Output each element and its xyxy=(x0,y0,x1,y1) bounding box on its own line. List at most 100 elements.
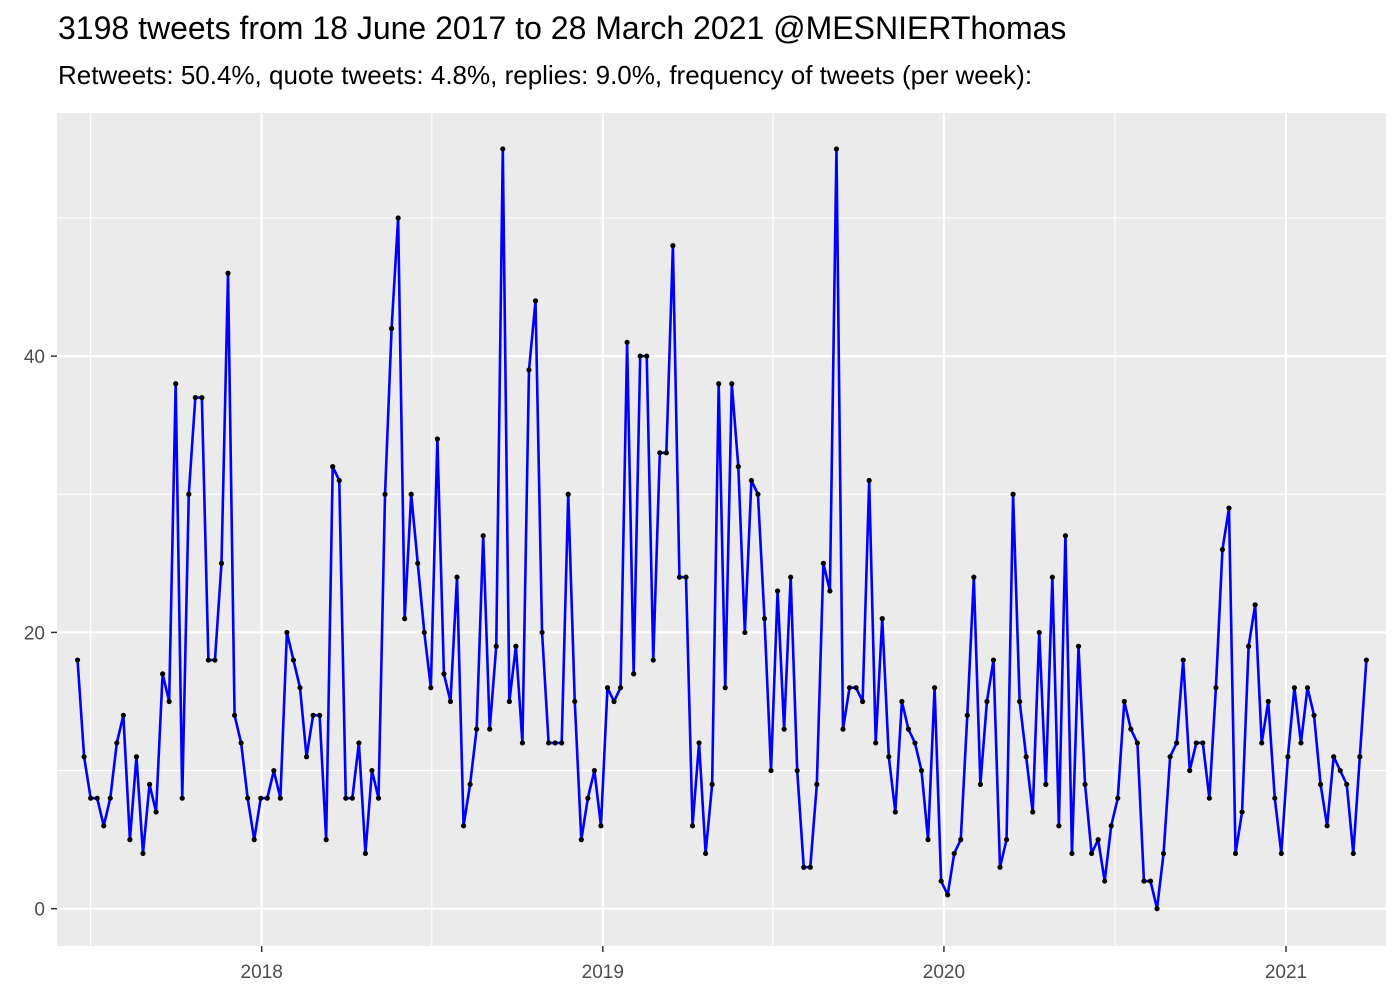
data-point xyxy=(1141,878,1147,884)
data-point xyxy=(212,657,218,663)
data-point xyxy=(729,381,735,387)
data-point xyxy=(173,381,179,387)
data-point xyxy=(245,795,251,801)
data-point xyxy=(899,698,905,705)
data-point xyxy=(343,795,349,801)
data-point xyxy=(807,864,813,870)
data-point xyxy=(421,629,427,636)
data-point xyxy=(611,698,617,705)
data-point xyxy=(160,671,166,677)
data-point xyxy=(140,850,146,857)
chart-title: 3198 tweets from 18 June 2017 to 28 Marc… xyxy=(58,10,1067,46)
data-point xyxy=(1017,698,1023,705)
x-tick-label: 2020 xyxy=(923,962,965,983)
data-point xyxy=(846,685,853,691)
data-point xyxy=(892,809,898,815)
data-point xyxy=(1232,850,1239,857)
data-point xyxy=(434,436,440,442)
data-point xyxy=(1219,546,1226,553)
data-point xyxy=(526,367,532,373)
data-point xyxy=(1265,698,1271,705)
data-point xyxy=(938,878,944,884)
data-point xyxy=(81,754,87,760)
data-point xyxy=(362,850,369,857)
data-point xyxy=(402,616,408,622)
data-point xyxy=(716,381,722,387)
data-point xyxy=(101,823,107,829)
data-point xyxy=(1226,505,1232,511)
data-point xyxy=(912,740,918,746)
data-point xyxy=(990,657,997,663)
data-point xyxy=(1213,685,1219,691)
data-point xyxy=(833,146,840,152)
data-point xyxy=(1331,754,1337,760)
data-point xyxy=(676,574,683,580)
data-point xyxy=(1357,754,1363,760)
data-point xyxy=(284,629,290,636)
y-tick-label: 0 xyxy=(34,900,45,921)
data-point xyxy=(559,740,565,746)
data-point xyxy=(1043,781,1049,787)
series-line xyxy=(76,147,1368,911)
data-point xyxy=(1174,740,1180,746)
data-point xyxy=(997,864,1003,870)
data-point xyxy=(114,740,120,746)
data-point xyxy=(277,795,283,801)
data-point xyxy=(375,795,382,801)
data-point xyxy=(722,685,728,691)
data-point xyxy=(696,740,702,746)
data-point xyxy=(624,339,630,345)
data-point xyxy=(120,712,126,718)
data-point xyxy=(585,795,591,801)
data-point xyxy=(552,740,558,746)
data-point xyxy=(637,353,643,359)
data-point xyxy=(1154,906,1160,912)
data-point xyxy=(1108,823,1114,829)
axes: 0 20 40 2018 2019 2020 2021 xyxy=(24,347,1307,983)
data-point xyxy=(290,657,297,663)
data-point xyxy=(1200,740,1206,746)
data-point xyxy=(205,657,212,663)
data-point xyxy=(1259,740,1265,746)
data-point xyxy=(186,491,192,497)
data-point xyxy=(1056,823,1062,829)
data-point xyxy=(788,574,794,580)
data-point xyxy=(958,837,964,843)
data-point xyxy=(860,698,866,705)
data-point xyxy=(297,685,303,691)
data-point xyxy=(1115,795,1121,801)
data-point xyxy=(1272,795,1278,801)
data-point xyxy=(866,477,872,484)
data-point xyxy=(166,698,172,705)
data-point xyxy=(1285,754,1291,760)
data-point xyxy=(480,533,486,539)
major-gridlines xyxy=(57,113,1386,946)
data-point xyxy=(408,491,414,497)
data-point xyxy=(1010,491,1016,497)
data-point xyxy=(755,491,761,497)
data-point xyxy=(572,698,578,705)
data-point xyxy=(1095,837,1101,843)
data-point xyxy=(1317,781,1324,787)
data-point xyxy=(591,767,597,774)
data-point xyxy=(853,685,859,691)
data-point xyxy=(631,671,637,677)
data-point xyxy=(395,215,401,221)
data-point xyxy=(748,477,755,484)
data-point xyxy=(742,629,748,636)
data-point xyxy=(231,712,238,718)
data-point xyxy=(317,712,323,718)
data-point xyxy=(840,726,846,732)
data-point xyxy=(493,643,499,649)
data-point xyxy=(1069,850,1075,857)
data-point xyxy=(1075,643,1082,649)
data-point xyxy=(964,712,970,718)
data-point xyxy=(1082,781,1088,787)
data-point xyxy=(1350,850,1356,857)
data-point xyxy=(781,726,787,732)
data-point xyxy=(1160,850,1167,857)
data-point xyxy=(238,740,244,746)
data-point xyxy=(977,781,983,787)
data-point xyxy=(1311,712,1317,718)
data-point xyxy=(971,574,977,580)
